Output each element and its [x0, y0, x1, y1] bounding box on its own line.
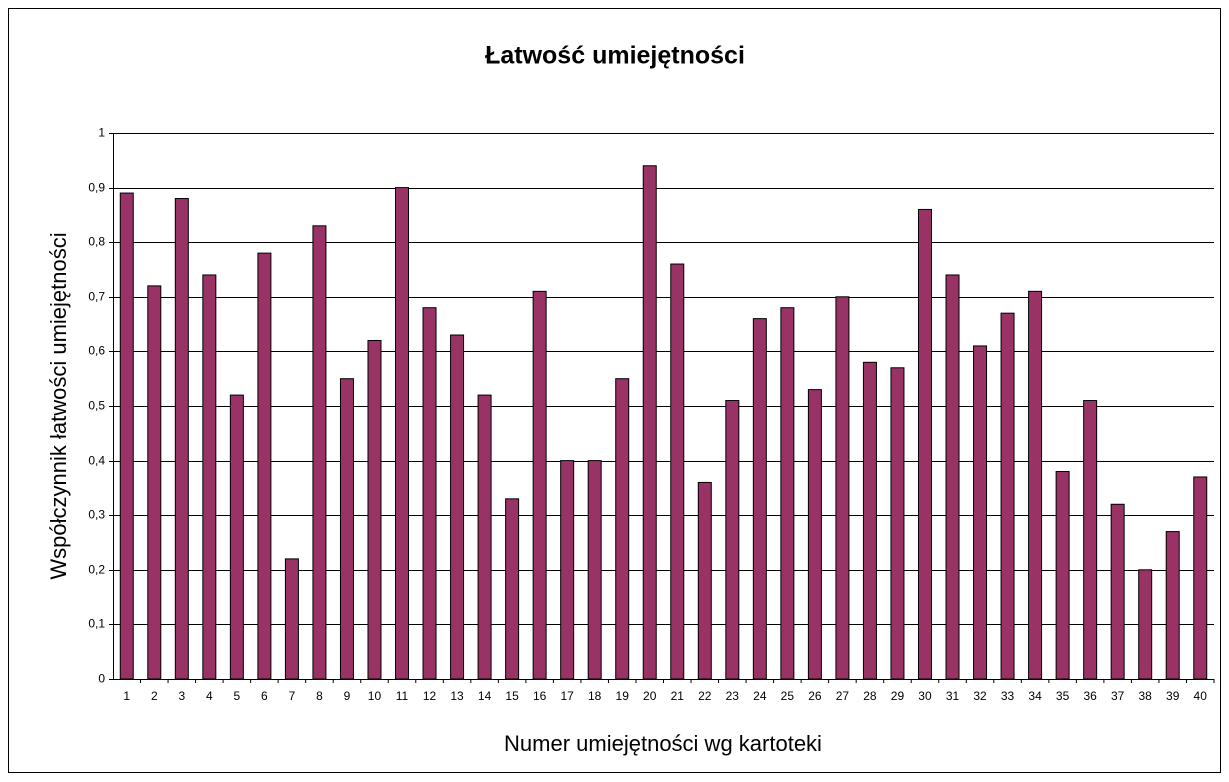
bar — [532, 290, 547, 680]
x-tick-label: 2 — [151, 689, 158, 703]
y-tick-label: 0,3 — [88, 508, 105, 522]
x-tick-label: 29 — [891, 689, 905, 703]
bar — [477, 394, 492, 680]
bar — [560, 460, 575, 680]
bar — [450, 334, 465, 680]
x-tick-label: 17 — [560, 689, 574, 703]
y-tick-label: 0 — [98, 672, 105, 686]
x-tick-label: 19 — [616, 689, 630, 703]
x-tick-label: 4 — [206, 689, 213, 703]
bar — [917, 208, 932, 680]
bar — [1165, 531, 1180, 680]
x-tick-label: 22 — [698, 689, 712, 703]
x-tick-label: 27 — [836, 689, 850, 703]
bar — [862, 361, 877, 680]
bar — [780, 307, 795, 680]
bar — [725, 400, 740, 680]
x-tick-label: 33 — [1001, 689, 1015, 703]
x-tick-label: 34 — [1028, 689, 1042, 703]
bar — [697, 481, 712, 680]
bar — [670, 263, 685, 680]
bar — [1193, 476, 1208, 680]
x-tick-label: 40 — [1194, 689, 1208, 703]
bar — [367, 339, 382, 680]
bar — [945, 274, 960, 680]
y-axis-label: Współczynnik łatwości umiejętności — [46, 232, 71, 579]
y-tick-label: 0,8 — [88, 235, 105, 249]
x-tick-label: 39 — [1166, 689, 1180, 703]
y-tick-label: 0,7 — [88, 290, 105, 304]
x-tick-label: 37 — [1111, 689, 1125, 703]
x-tick-label: 7 — [289, 689, 296, 703]
y-tick-label: 0,5 — [88, 399, 105, 413]
bar — [890, 367, 905, 680]
x-tick-label: 9 — [344, 689, 351, 703]
bar — [835, 296, 850, 680]
x-tick-label: 31 — [946, 689, 960, 703]
x-tick-label: 11 — [396, 689, 409, 703]
bar — [202, 274, 217, 680]
bar — [752, 318, 767, 680]
x-tick-label: 23 — [726, 689, 740, 703]
y-tick-label: 0,9 — [88, 181, 105, 195]
x-tick-label: 28 — [863, 689, 877, 703]
bar — [1083, 400, 1098, 680]
x-tick-label: 32 — [973, 689, 987, 703]
x-tick-label: 6 — [261, 689, 268, 703]
x-tick-label: 38 — [1139, 689, 1153, 703]
x-tick-label: 35 — [1056, 689, 1070, 703]
bar — [147, 285, 162, 680]
y-tick-label: 0,6 — [88, 344, 105, 358]
bar — [1028, 290, 1043, 680]
x-tick-label: 16 — [533, 689, 547, 703]
bar — [807, 389, 822, 680]
x-tick-label: 5 — [234, 689, 241, 703]
x-tick-label: 14 — [478, 689, 492, 703]
x-tick-label: 10 — [368, 689, 382, 703]
bar — [1110, 503, 1125, 680]
bar — [973, 345, 988, 680]
bar — [1055, 471, 1070, 680]
x-tick-label: 26 — [808, 689, 822, 703]
chart-title: Łatwość umiejętności — [485, 42, 745, 70]
bar — [284, 558, 299, 680]
x-tick-label: 15 — [505, 689, 519, 703]
y-tick-label: 0,4 — [88, 454, 105, 468]
bar — [339, 378, 354, 680]
x-tick-label: 25 — [781, 689, 795, 703]
bar — [422, 307, 437, 680]
x-tick-label: 12 — [423, 689, 437, 703]
bar — [312, 225, 327, 680]
x-axis-label: Numer umiejętności wg kartoteki — [504, 731, 822, 756]
x-tick-label: 30 — [918, 689, 932, 703]
bar — [1138, 569, 1153, 680]
x-tick-label: 20 — [643, 689, 657, 703]
bar — [587, 460, 602, 680]
bar — [119, 192, 134, 680]
y-tick-label: 0,1 — [88, 617, 105, 631]
x-tick-label: 24 — [753, 689, 767, 703]
bar — [505, 498, 520, 680]
x-tick-label: 36 — [1083, 689, 1097, 703]
x-tick-label: 1 — [123, 689, 130, 703]
y-tick-label: 0,2 — [88, 563, 105, 577]
bar — [1000, 312, 1015, 680]
bar — [174, 198, 189, 680]
bar — [615, 378, 630, 680]
x-tick-label: 3 — [178, 689, 185, 703]
x-tick-label: 18 — [588, 689, 602, 703]
x-tick-label: 21 — [671, 689, 685, 703]
y-tick-label: 1 — [98, 126, 105, 140]
bar — [257, 252, 272, 680]
bar — [395, 187, 410, 680]
bar — [642, 165, 657, 680]
bar — [229, 394, 244, 680]
x-tick-label: 13 — [450, 689, 464, 703]
x-tick-label: 8 — [316, 689, 323, 703]
